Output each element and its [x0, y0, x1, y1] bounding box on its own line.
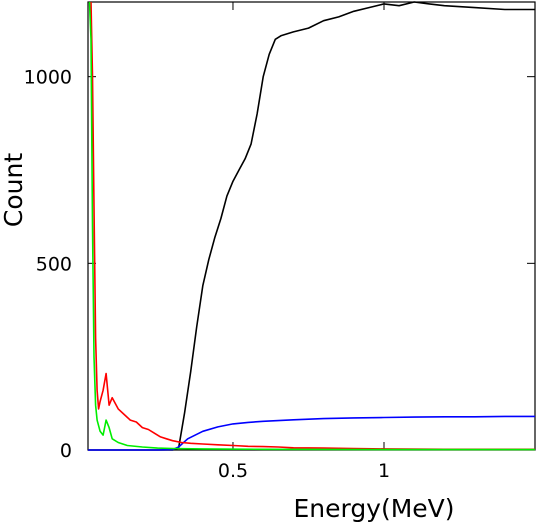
x-tick-label: 0.5 — [218, 460, 248, 482]
y-axis-title: Count — [0, 153, 28, 227]
y-tick-label: 0 — [60, 440, 72, 462]
series-line-0 — [88, 1, 535, 451]
y-tick-label: 500 — [36, 253, 72, 275]
series-line-1 — [88, 415, 535, 451]
axes-layer: 0.5 1 0 500 1000 — [24, 1, 536, 482]
series-line-2 — [90, 1, 535, 451]
plot-frame — [87, 1, 536, 451]
labels-layer: Energy(MeV) Count — [0, 153, 455, 523]
x-axis-title: Energy(MeV) — [293, 494, 454, 523]
y-tick-label: 1000 — [24, 67, 72, 89]
series-line-3 — [88, 1, 535, 451]
series-layer — [88, 1, 535, 451]
x-tick-label: 1 — [378, 460, 390, 482]
